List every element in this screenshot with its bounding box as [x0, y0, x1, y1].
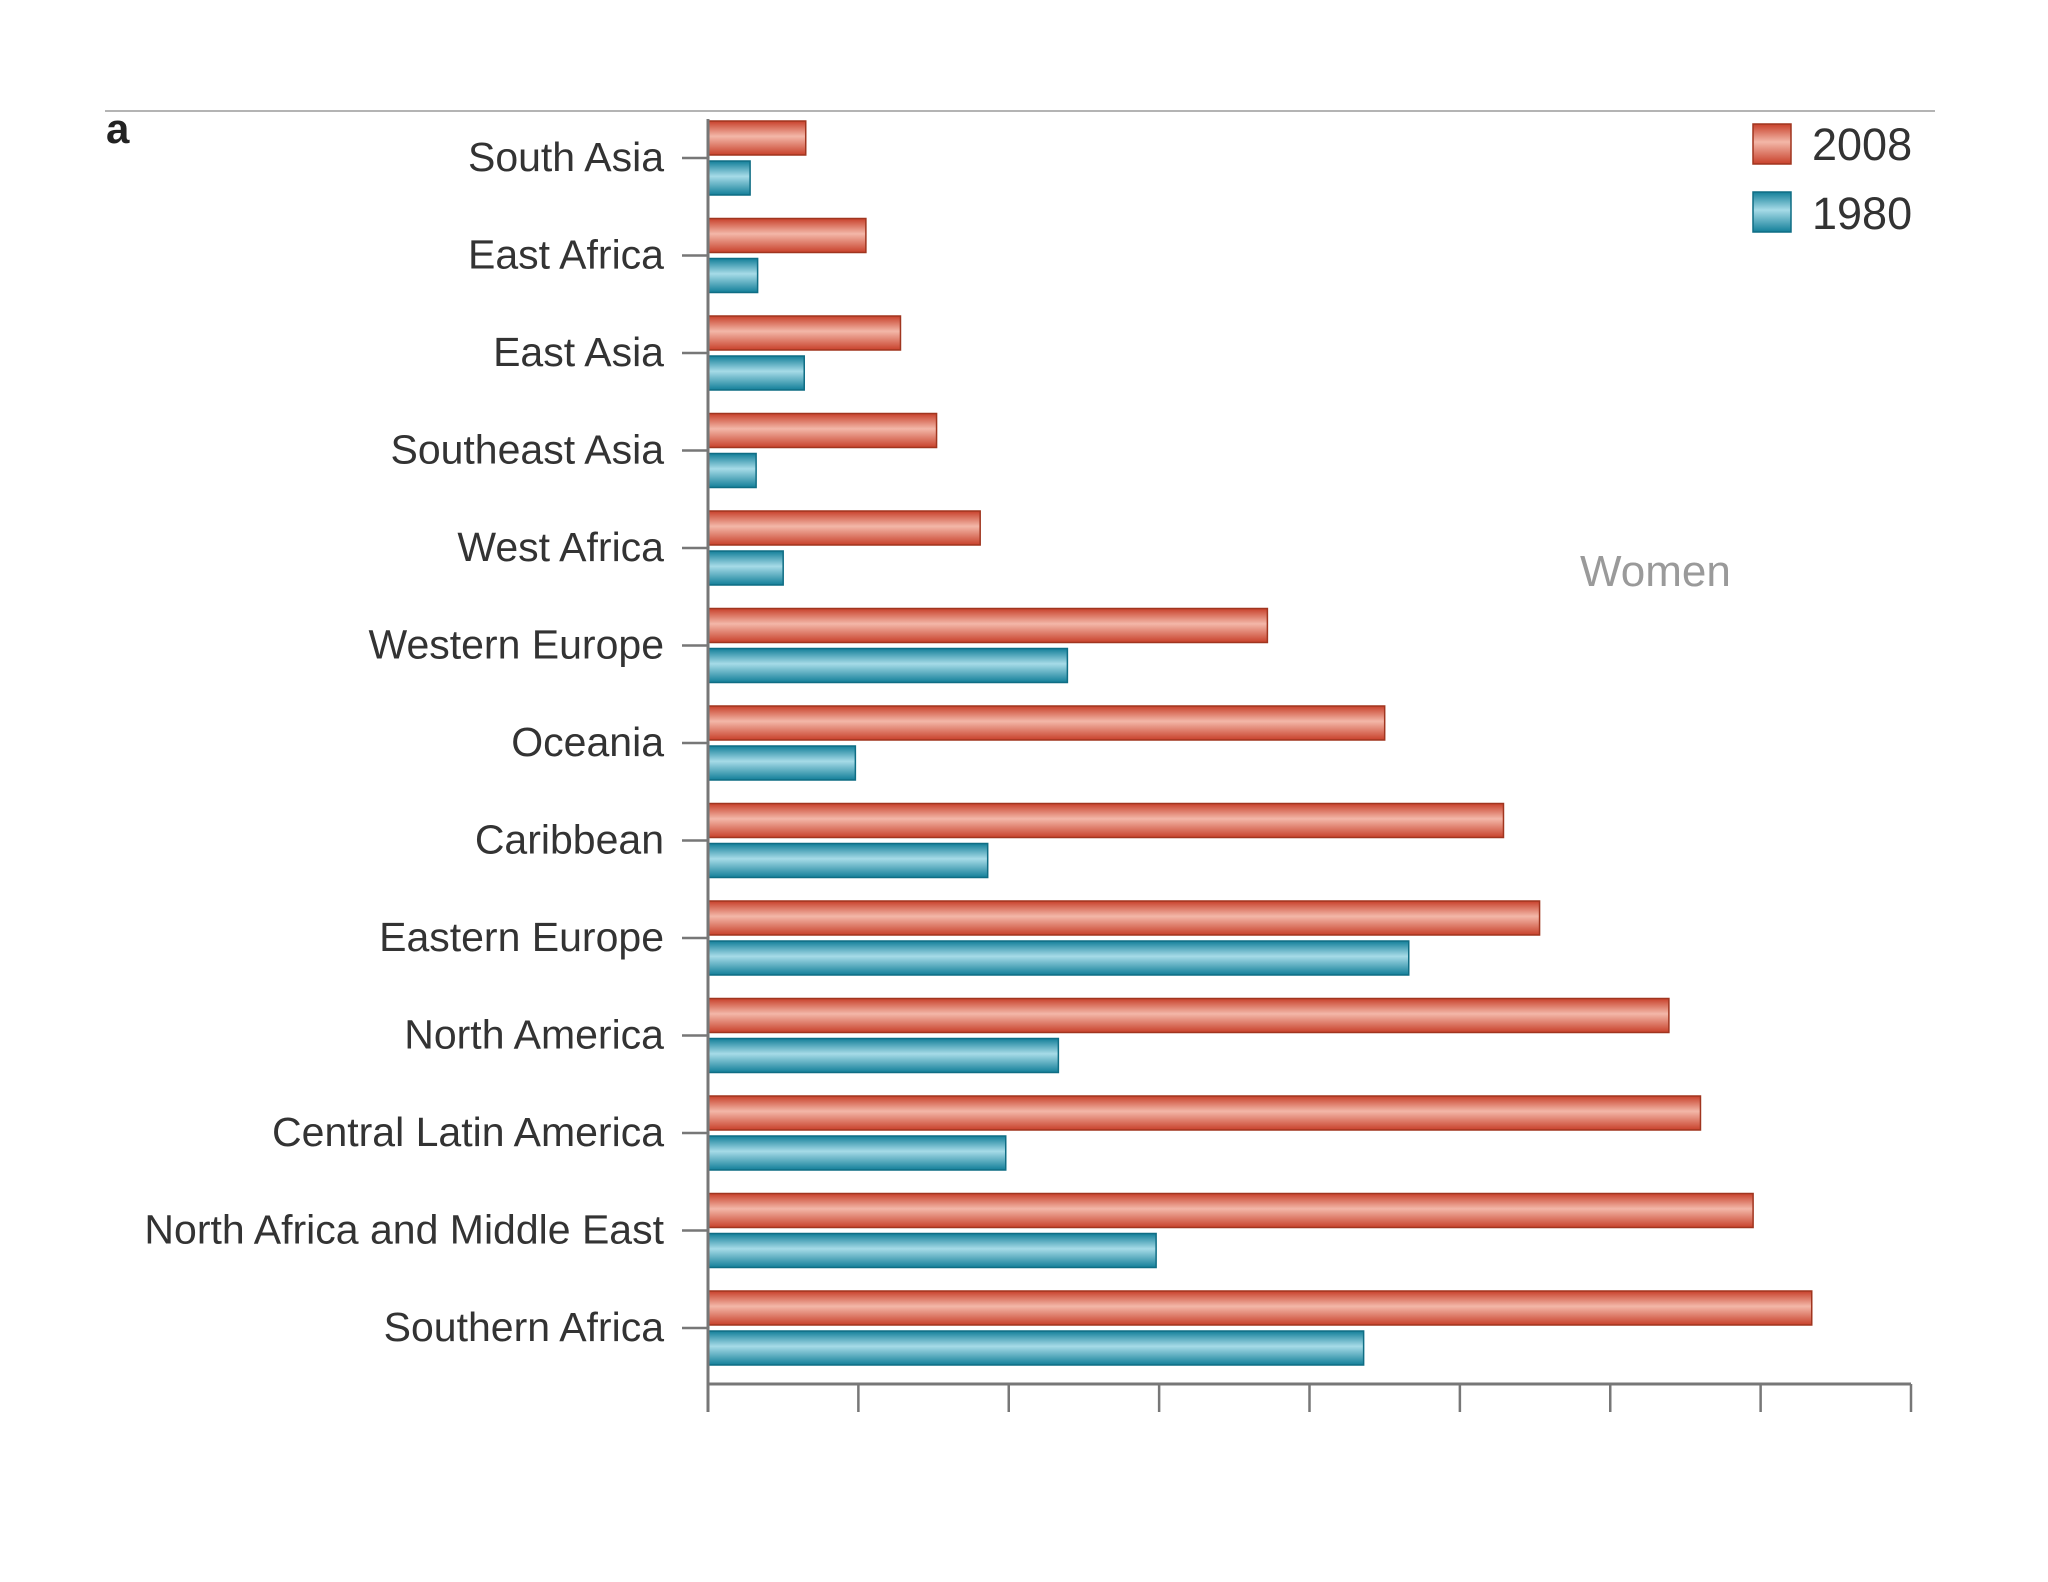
panel-label: a [106, 105, 130, 152]
x-axis [706, 1382, 1913, 1412]
legend-label-1980: 1980 [1812, 188, 1912, 239]
bar-2008-east-africa [707, 217, 867, 254]
bar-1980-eastern-europe [707, 940, 1410, 976]
legend: 2008 1980 [1752, 119, 1912, 239]
bar-2008-southern-africa [707, 1290, 1813, 1326]
category-label-caribbean: Caribbean [475, 817, 664, 863]
legend-swatch-1980 [1752, 191, 1792, 233]
category-label-southern-africa: Southern Africa [384, 1304, 665, 1350]
bar-2008-south-asia [707, 120, 807, 156]
bar-1980-east-asia [707, 355, 805, 391]
category-label-oceania: Oceania [511, 719, 664, 765]
bar-1980-southern-africa [707, 1330, 1365, 1366]
bar-1980-east-africa [707, 257, 759, 294]
category-label-north-africa-and-middle-east: North Africa and Middle East [144, 1207, 664, 1253]
bar-2008-caribbean [707, 802, 1505, 839]
category-label-west-africa: West Africa [457, 524, 664, 570]
bar-2008-east-asia [707, 315, 902, 351]
bar-2008-north-africa-and-middle-east [707, 1192, 1754, 1229]
bar-1980-oceania [707, 745, 857, 781]
bar-1980-caribbean [707, 842, 989, 879]
category-label-north-america: North America [404, 1012, 664, 1058]
category-label-southeast-asia: Southeast Asia [390, 427, 664, 473]
bars-group [707, 120, 1813, 1366]
category-label-east-africa: East Africa [468, 232, 664, 278]
bar-2008-central-latin-america [707, 1095, 1702, 1131]
legend-swatch-2008 [1752, 123, 1792, 165]
category-label-east-asia: East Asia [493, 329, 664, 375]
category-label-western-europe: Western Europe [368, 622, 664, 668]
bar-2008-western-europe [707, 607, 1269, 644]
bar-1980-western-europe [707, 647, 1069, 684]
bar-1980-central-latin-america [707, 1135, 1007, 1171]
annotation-women: Women [1580, 547, 1731, 596]
x-ticks [706, 1384, 1913, 1412]
bar-1980-north-africa-and-middle-east [707, 1232, 1157, 1269]
bar-1980-west-africa [707, 550, 784, 586]
bar-2008-north-america [707, 997, 1670, 1034]
bar-2008-west-africa [707, 510, 981, 546]
category-labels: South Asia East Africa East Asia Southeast … [144, 134, 708, 1350]
legend-label-2008: 2008 [1812, 119, 1912, 170]
category-label-south-asia: South Asia [468, 134, 664, 180]
bar-1980-south-asia [707, 160, 751, 196]
category-label-central-latin-america: Central Latin America [272, 1109, 664, 1155]
bar-2008-eastern-europe [707, 900, 1541, 936]
bar-2008-southeast-asia [707, 412, 938, 449]
category-label-eastern-europe: Eastern Europe [379, 914, 664, 960]
bar-1980-southeast-asia [707, 452, 757, 489]
bar-1980-north-america [707, 1037, 1060, 1074]
bar-2008-oceania [707, 705, 1386, 741]
